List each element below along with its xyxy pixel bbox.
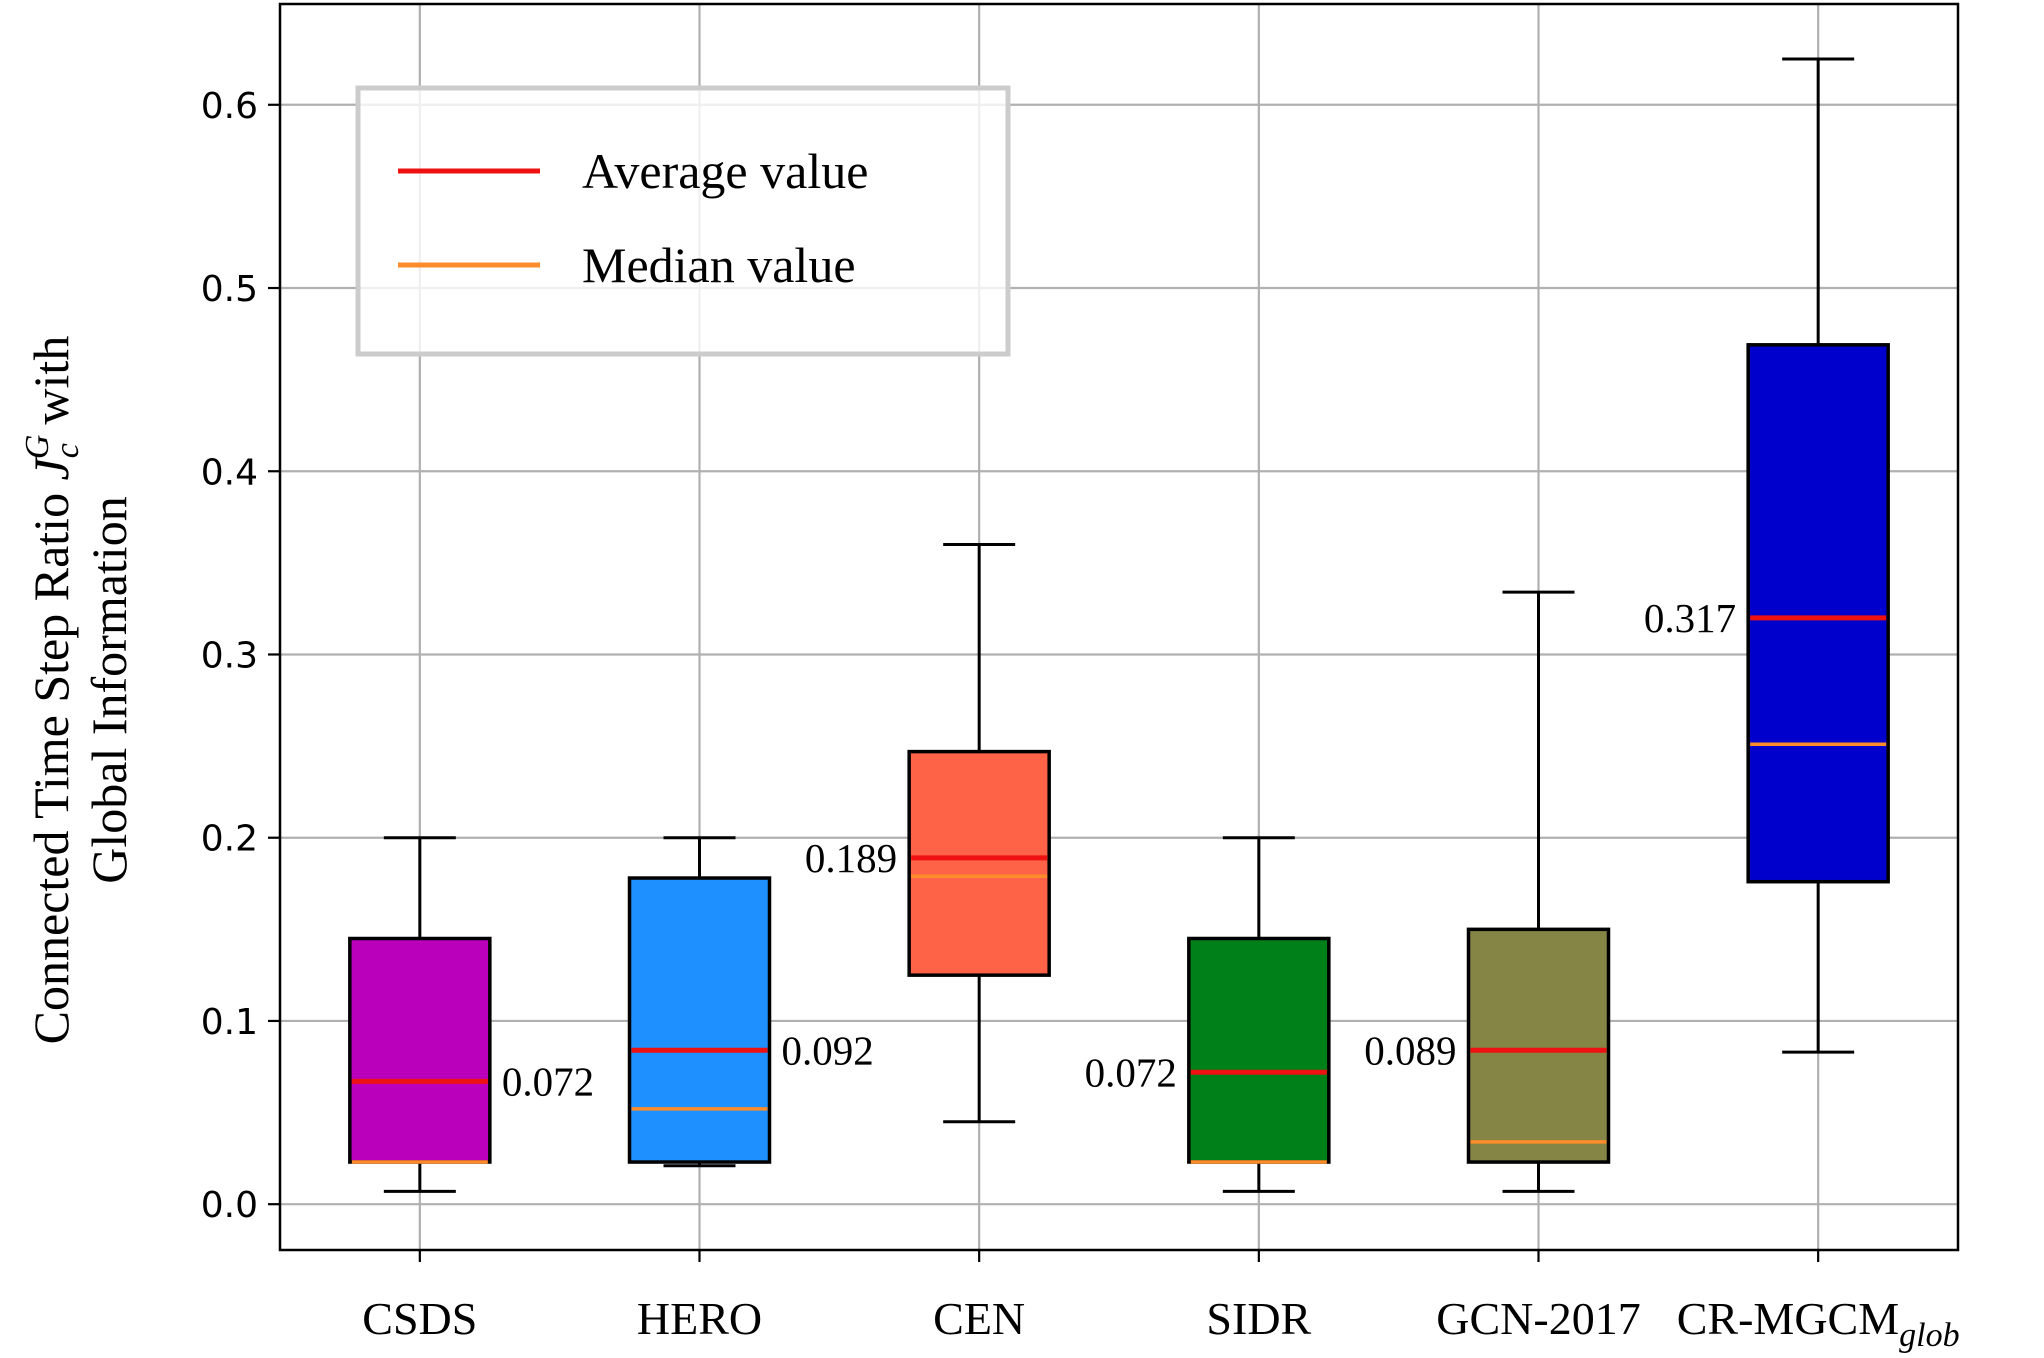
box-cen — [907, 543, 1051, 1124]
mean-label-cr-mgcm: 0.317 — [1644, 595, 1736, 641]
mean-value-labels: 0.072 0.092 0.189 0.072 0.089 0.317 — [502, 595, 1736, 1105]
y-axis-title-part1: Connected Time Step Ratio — [23, 493, 79, 1044]
x-tick-label: CSDS — [362, 1293, 477, 1344]
box-csds — [348, 836, 492, 1193]
box-hero — [627, 836, 772, 1168]
mean-label-cen: 0.189 — [805, 835, 897, 881]
y-axis-title: Connected Time Step Ratio JcGwith Global… — [19, 336, 137, 1045]
y-axis-title-superscript: G — [19, 435, 56, 460]
y-tick-label: 0.0 — [201, 1185, 258, 1226]
mean-label-hero: 0.092 — [782, 1027, 874, 1073]
legend: Average value Median value — [355, 85, 1011, 357]
box-cr-mgcm — [1746, 57, 1890, 1054]
y-tick-label: 0.6 — [201, 86, 258, 127]
box-body — [348, 936, 492, 1164]
box-body — [1746, 343, 1890, 884]
x-axis-ticks: CSDS HERO CEN SIDR GCN-2017 CR-MGCMglob — [362, 1250, 1960, 1354]
legend-average-label: Average value — [582, 143, 868, 199]
box-sidr — [1187, 836, 1331, 1193]
box-gcn-2017 — [1466, 590, 1611, 1193]
x-tick-label: HERO — [637, 1293, 762, 1344]
legend-median-label: Median value — [582, 237, 856, 293]
y-tick-label: 0.4 — [201, 452, 258, 493]
y-tick-label: 0.3 — [201, 635, 258, 676]
plot-frame — [278, 2, 1960, 1252]
mean-label-sidr: 0.072 — [1085, 1049, 1177, 1095]
y-tick-label: 0.1 — [201, 1002, 258, 1043]
mean-label-gcn-2017: 0.089 — [1364, 1027, 1456, 1073]
box-body — [907, 749, 1051, 977]
y-axis-title-line2: Global Information — [81, 496, 137, 883]
y-axis-title-part2: with — [23, 336, 79, 425]
y-axis-title-line1: Connected Time Step Ratio JcGwith — [19, 336, 86, 1045]
box-series — [348, 57, 1890, 1193]
y-tick-label: 0.2 — [201, 819, 258, 860]
x-tick-label: SIDR — [1206, 1293, 1311, 1344]
y-axis-title-symbol: J — [23, 455, 79, 480]
y-axis-title-subscript: c — [49, 443, 86, 458]
box-body — [1187, 936, 1331, 1164]
y-tick-label: 0.5 — [201, 269, 258, 310]
box-body — [627, 876, 772, 1164]
x-tick-label: GCN-2017 — [1436, 1293, 1640, 1344]
x-tick-label: CR-MGCMglob — [1677, 1293, 1960, 1354]
mean-label-csds: 0.072 — [502, 1058, 594, 1104]
legend-box — [355, 85, 1011, 357]
x-tick-label: CEN — [933, 1293, 1025, 1344]
box-body — [1466, 927, 1611, 1164]
y-axis-ticks: 0.0 0.1 0.2 0.3 0.4 0.5 0.6 — [201, 86, 280, 1226]
